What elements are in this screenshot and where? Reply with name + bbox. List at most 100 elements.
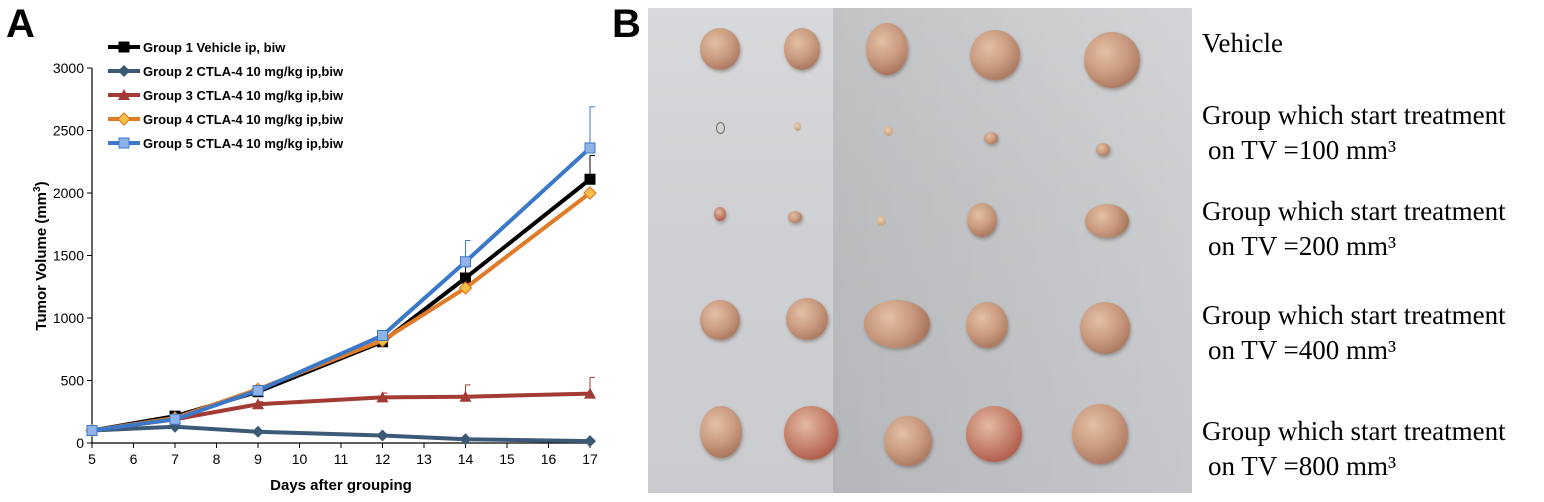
x-tick-label: 14 (458, 451, 474, 467)
x-tick-label: 16 (541, 451, 557, 467)
data-point (459, 390, 472, 402)
legend-label: Group 1 Vehicle ip, biw (143, 40, 286, 55)
data-point (584, 173, 596, 185)
photo-row-label-line1: Group which start treatment (1202, 196, 1506, 226)
series-line (91, 424, 591, 444)
x-axis-label: Days after grouping (270, 477, 412, 494)
tumor-r2-1 (716, 122, 725, 134)
data-point (459, 433, 472, 446)
legend-marker (118, 65, 130, 77)
chart-axes: 0 500 1000 1500 2000 2500 3000 5 6 7 8 9 10 11 12 13 14 1… (53, 60, 598, 467)
photo-row-label-400: Group which start treatment on TV =400 m… (1202, 298, 1506, 368)
tumor-r5-4 (966, 406, 1022, 462)
tumor-volume-chart: 0 500 1000 1500 2000 2500 3000 5 6 7 8 9 10 11 12 13 14 1… (32, 40, 598, 494)
series-line (91, 146, 592, 433)
photo-row-label-line2: on TV =200 mm³ (1208, 231, 1397, 261)
tumor-r5-2 (784, 406, 838, 460)
photo-row-label-line2: on TV =100 mm³ (1208, 135, 1397, 165)
panel-label-a: A (6, 2, 35, 46)
photo-row-label-line1: Vehicle (1202, 28, 1283, 58)
tumor-r3-5 (1085, 204, 1129, 238)
photo-row-label-line2: on TV =800 mm³ (1208, 451, 1397, 481)
x-tick-label: 13 (416, 451, 432, 467)
data-point (252, 385, 264, 396)
tumor-photo (648, 8, 1192, 493)
tumor-r3-1 (714, 207, 726, 221)
legend-label: Group 4 CTLA-4 10 mg/kg ip,biw (143, 112, 344, 127)
data-point (377, 330, 388, 341)
tumor-r1-1 (700, 28, 740, 70)
x-tick-label: 12 (375, 451, 391, 467)
photo-row-label-100: Group which start treatment on TV =100 m… (1202, 98, 1506, 168)
tumor-r2-3 (884, 126, 893, 136)
legend-item-5: Group 5 CTLA-4 10 mg/kg ip,biw (108, 136, 344, 151)
photo-row-label-line2: on TV =400 mm³ (1208, 335, 1397, 365)
chart-legend: Group 1 Vehicle ip, biw Group 2 CTLA-4 10… (108, 40, 344, 151)
y-tick-label: 1500 (53, 248, 84, 264)
data-point (376, 429, 389, 442)
data-point (584, 435, 596, 448)
x-tick-label: 6 (130, 451, 138, 467)
series-5 (86, 106, 596, 436)
data-point (584, 142, 596, 154)
tumor-r3-4 (967, 203, 997, 237)
y-tick-label: 1000 (53, 310, 84, 326)
data-point (376, 391, 389, 403)
tumor-r3-3 (877, 216, 886, 226)
legend-label: Group 3 CTLA-4 10 mg/kg ip,biw (143, 88, 344, 103)
tumor-r1-3 (866, 23, 908, 75)
x-tick-label: 7 (171, 451, 179, 467)
x-tick-label: 15 (499, 451, 515, 467)
legend-marker (118, 89, 130, 100)
data-point (252, 425, 264, 438)
y-axis-label: Tumor Volume (mm3) (32, 181, 50, 330)
y-tick-label: 2000 (53, 185, 84, 201)
data-point (460, 256, 471, 268)
photo-row-label-line1: Group which start treatment (1202, 300, 1506, 330)
legend-marker (117, 112, 131, 126)
x-tick-label: 5 (88, 451, 96, 467)
tumor-r4-4 (966, 302, 1008, 348)
y-tick-label: 500 (61, 373, 85, 389)
tumor-r2-5 (1096, 143, 1110, 156)
tumor-r5-5 (1072, 404, 1128, 464)
photo-row-label-200: Group which start treatment on TV =200 m… (1202, 194, 1506, 264)
tumor-r1-2 (784, 28, 820, 70)
x-tick-label: 10 (292, 451, 308, 467)
legend-marker (118, 137, 130, 149)
tumor-r5-1 (700, 406, 742, 458)
chart-series (85, 106, 597, 448)
data-point (583, 186, 597, 200)
tumor-r4-2 (786, 298, 828, 340)
tumor-r1-4 (970, 30, 1020, 80)
data-point (584, 387, 596, 399)
legend-label: Group 2 CTLA-4 10 mg/kg ip,biw (143, 64, 344, 79)
tumor-r1-5 (1084, 32, 1140, 88)
legend-item-3: Group 3 CTLA-4 10 mg/kg ip,biw (108, 88, 344, 103)
legend-item-2: Group 2 CTLA-4 10 mg/kg ip,biw (108, 64, 344, 79)
y-tick-label: 3000 (53, 60, 84, 76)
tumor-r5-3 (884, 416, 932, 466)
photo-row-label-line1: Group which start treatment (1202, 100, 1506, 130)
photo-row-label-vehicle: Vehicle (1202, 26, 1283, 61)
series-line (91, 391, 591, 433)
data-point (458, 281, 473, 295)
tumor-r2-4 (984, 132, 998, 144)
data-point (169, 413, 181, 425)
tumor-r4-3 (864, 300, 930, 348)
y-tick-label: 0 (76, 435, 84, 451)
legend-label: Group 5 CTLA-4 10 mg/kg ip,biw (143, 136, 344, 151)
y-tick-label: 2500 (53, 123, 84, 139)
legend-marker (118, 41, 130, 53)
panel-label-b: B (612, 2, 641, 46)
photo-row-label-line1: Group which start treatment (1202, 416, 1506, 446)
data-point (252, 398, 264, 410)
x-tick-label: 9 (254, 451, 262, 467)
legend-item-1: Group 1 Vehicle ip, biw (108, 40, 286, 55)
photo-row-labels: Vehicle Group which start treatment on T… (1200, 0, 1544, 502)
data-point (86, 425, 98, 436)
x-tick-label: 11 (334, 451, 349, 467)
photo-row-label-800: Group which start treatment on TV =800 m… (1202, 414, 1506, 484)
tumor-r4-5 (1080, 302, 1130, 354)
x-tick-label: 8 (213, 451, 221, 467)
